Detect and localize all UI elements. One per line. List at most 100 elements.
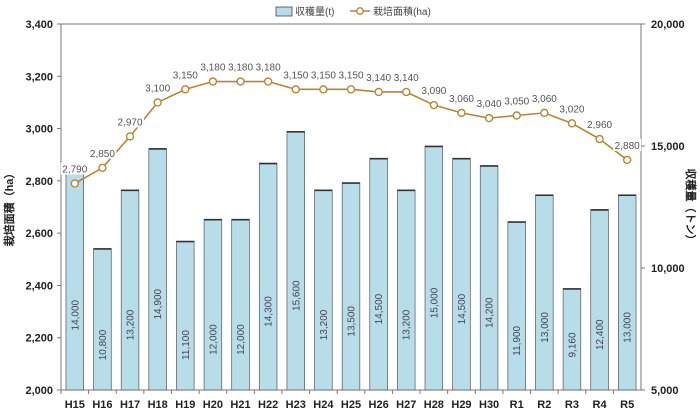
line-value-label: 3,140 [394, 73, 419, 84]
line-label-bg [585, 118, 614, 131]
line-value-label: 3,180 [200, 63, 225, 74]
line-point [125, 132, 135, 141]
line-label-bg [364, 70, 393, 83]
line-label-bg [557, 102, 586, 115]
legend-line-label: 栽培面積(ha) [373, 5, 431, 18]
x-tick-label: H19 [175, 399, 195, 411]
line-value-label: 3,060 [532, 94, 557, 105]
line-point [346, 85, 356, 94]
x-tick-label: H20 [203, 399, 223, 411]
line-point [374, 87, 383, 97]
line-value-label: 3,150 [311, 70, 336, 81]
line-point [319, 85, 328, 94]
line-value-label: 3,150 [173, 70, 198, 81]
line-value-label: 3,020 [559, 104, 584, 115]
line-label-bg [171, 68, 200, 81]
bar [231, 218, 250, 391]
bar-value-label: 12,400 [595, 319, 606, 350]
bar [424, 145, 444, 391]
bar-value-label: 11,900 [512, 325, 523, 355]
x-tick-label: H25 [341, 399, 361, 411]
bar-value-label: 13,500 [347, 306, 358, 337]
bar-value-label: 9,160 [567, 332, 578, 357]
line-label-bg [309, 68, 338, 81]
bar [176, 240, 195, 391]
x-tick-label: H17 [120, 399, 140, 411]
right-tick-label: 15,000 [651, 141, 685, 153]
legend-bar-swatch [275, 6, 293, 17]
bar [314, 189, 333, 391]
left-tick-label: 2,200 [25, 333, 53, 345]
bar-value-label: 13,200 [319, 309, 330, 340]
bar-value-label: 11,100 [181, 330, 192, 360]
line-label-bg [392, 70, 421, 83]
line-label-bg [475, 97, 504, 110]
x-tick-label: H15 [65, 399, 85, 411]
line-point [236, 77, 245, 86]
bar-value-label: 15,000 [429, 287, 440, 318]
legend: 収穫量(t) 栽培面積(ha) [275, 5, 431, 18]
line-value-label: 3,060 [449, 94, 474, 105]
left-axis-title: 栽培面積（ha） [2, 168, 16, 247]
bar [341, 182, 361, 391]
line-value-label: 2,960 [587, 120, 612, 131]
line-point [622, 155, 632, 165]
line-label-bg [502, 94, 531, 107]
x-tick-label: H26 [369, 399, 389, 411]
bar-value-label: 15,600 [291, 280, 302, 311]
line-point [181, 85, 190, 94]
x-tick-label: H22 [258, 399, 278, 411]
line-value-label: 3,150 [338, 70, 363, 81]
bar [286, 131, 305, 391]
left-tick-label: 2,600 [25, 228, 53, 240]
line-value-label: 2,970 [118, 117, 143, 128]
line-value-label: 3,100 [145, 83, 170, 94]
line-label-bg [226, 60, 255, 73]
bar-value-label: 14,500 [457, 293, 468, 324]
left-tick-label: 3,000 [25, 124, 53, 136]
line-label-bg [198, 60, 227, 73]
line-label-bg [88, 146, 117, 159]
bar [258, 162, 278, 391]
x-tick-label: H28 [424, 399, 444, 411]
left-tick-label: 3,400 [25, 19, 53, 31]
x-tick-label: H16 [92, 399, 112, 411]
bar-value-label: 14,300 [264, 296, 275, 327]
line-point [484, 113, 494, 123]
x-tick-label: R4 [593, 399, 608, 411]
line-label-bg [281, 68, 310, 81]
line-point [402, 87, 411, 97]
bar-value-label: 14,200 [485, 297, 496, 328]
line-value-label: 3,040 [477, 99, 502, 110]
bar-value-label: 12,000 [236, 324, 247, 355]
line-point [429, 100, 439, 110]
bar-value-label: 14,000 [70, 299, 81, 330]
left-tick-label: 2,800 [25, 176, 53, 188]
line-value-label: 3,150 [283, 70, 308, 81]
line-point [291, 85, 300, 94]
bar [397, 189, 416, 391]
line-label-bg [116, 115, 145, 128]
line-label-bg [613, 138, 642, 151]
bar-value-label: 13,200 [126, 309, 137, 340]
x-tick-label: H29 [451, 399, 471, 411]
line-value-label: 2,850 [90, 149, 115, 160]
left-tick-label: 2,400 [25, 280, 53, 292]
line-label-bg [530, 91, 559, 104]
line-point [512, 111, 521, 120]
x-tick-label: H21 [230, 399, 250, 411]
line-label-bg [447, 91, 476, 104]
bar [507, 221, 526, 391]
x-tick-label: R3 [565, 399, 579, 411]
line-value-label: 2,790 [62, 164, 87, 175]
line-label-bg [254, 60, 283, 73]
line-point [595, 134, 604, 144]
bar [452, 157, 471, 391]
bar-value-label: 14,900 [153, 288, 164, 319]
x-tick-label: H27 [396, 399, 416, 411]
bar-value-label: 14,500 [374, 293, 385, 324]
bar-value-label: 13,000 [623, 312, 634, 343]
legend-line-marker [356, 7, 364, 15]
